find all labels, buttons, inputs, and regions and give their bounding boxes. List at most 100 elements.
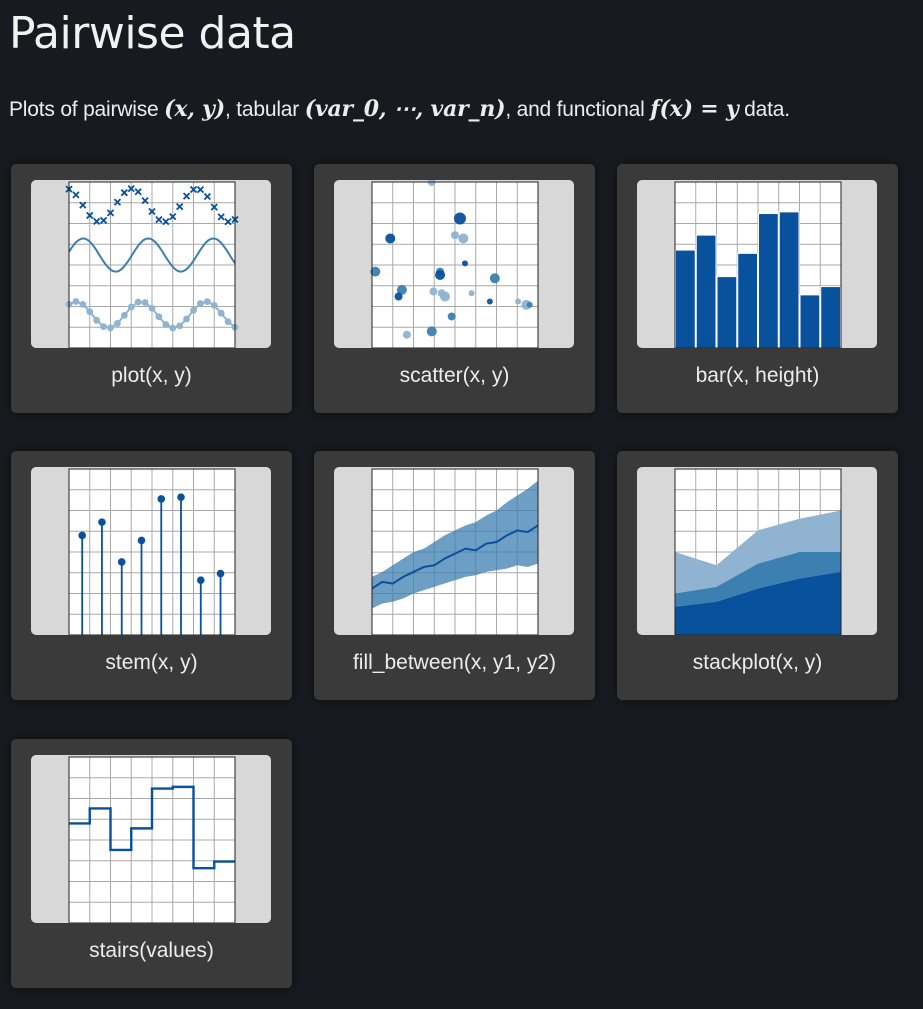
plot-thumbnail <box>31 180 271 348</box>
cross-marker <box>189 185 198 194</box>
bar-mark <box>758 213 779 348</box>
marker-dot <box>169 324 177 332</box>
gallery-card-bar[interactable]: bar(x, height) <box>617 164 898 413</box>
scatter-point <box>435 269 446 280</box>
center-line <box>371 524 539 590</box>
grid-lines <box>69 469 235 635</box>
cross-marker <box>148 207 156 216</box>
axes-frame <box>674 468 842 635</box>
axes-frame <box>371 181 539 348</box>
marker-dot <box>210 301 218 309</box>
scatter-point <box>402 330 411 339</box>
bar-mark <box>737 252 758 348</box>
intro-text-3: , and functional <box>505 98 651 121</box>
cross-marker <box>127 185 135 193</box>
scatter-point <box>458 233 469 244</box>
scatter-point <box>515 298 522 305</box>
gallery-card-scatter[interactable]: scatter(x, y) <box>314 164 595 413</box>
sine-line <box>68 237 236 273</box>
gallery-card-stackplot[interactable]: stackplot(x, y) <box>617 451 898 700</box>
gallery-card-stem[interactable]: stem(x, y) <box>11 451 292 700</box>
marker-dot <box>114 320 121 327</box>
scatter-point <box>427 180 436 186</box>
axes-frame <box>68 181 236 348</box>
marker-dot <box>162 321 170 328</box>
marker-dot <box>176 322 184 330</box>
plot-thumbnail-graphic <box>65 181 239 348</box>
card-caption: fill_between(x, y1, y2) <box>352 651 557 674</box>
stem-thumbnail-graphic <box>68 468 236 635</box>
scatter-point <box>394 292 403 301</box>
marker-dot <box>183 315 190 323</box>
page-title: Pairwise data <box>9 8 296 59</box>
scatter-point <box>440 291 451 302</box>
bar-thumbnail-graphic <box>674 181 842 348</box>
scatter-thumbnail-graphic <box>370 180 539 348</box>
cross-marker <box>141 196 149 205</box>
card-caption: plot(x, y) <box>111 364 192 387</box>
marker-dot <box>141 299 149 306</box>
cross-marker <box>79 201 87 209</box>
cross-marker <box>196 185 205 194</box>
fill-band <box>372 480 538 609</box>
cross-marker <box>113 198 122 206</box>
scatter-point <box>486 298 493 305</box>
cross-marker <box>99 216 108 224</box>
marker-dot <box>120 311 128 319</box>
gallery-card-plot[interactable]: plot(x, y) <box>11 164 292 413</box>
stem-marker <box>216 569 225 578</box>
cross-marker <box>120 189 128 197</box>
card-caption: bar(x, height) <box>695 364 820 387</box>
scatter-point <box>461 260 468 267</box>
marker-dot <box>203 298 211 306</box>
marker-dot <box>148 304 156 312</box>
stem-marker <box>137 536 146 545</box>
marker-dot <box>224 318 232 326</box>
intro-text-1: Plots of pairwise <box>9 98 165 121</box>
scatter-thumbnail <box>334 180 574 348</box>
marker-dot <box>134 298 142 306</box>
cross-marker <box>176 203 184 211</box>
gallery-card-fill-between[interactable]: fill_between(x, y1, y2) <box>314 451 595 700</box>
card-caption: stem(x, y) <box>105 651 198 674</box>
scatter-point <box>426 326 437 337</box>
marker-dot <box>100 323 107 331</box>
gallery-card-stairs[interactable]: stairs(values) <box>11 739 292 988</box>
marker-dot <box>155 313 163 321</box>
stem-marker <box>196 576 205 585</box>
scatter-point <box>396 284 407 295</box>
grid-lines <box>372 182 538 348</box>
stem-marker <box>177 493 185 502</box>
marker-dot <box>86 308 94 316</box>
axes-frame <box>68 468 236 635</box>
scatter-point <box>526 301 533 308</box>
marker-dot <box>127 303 135 311</box>
scatter-point <box>370 266 381 277</box>
bar-thumbnail <box>637 180 877 348</box>
marker-dot <box>190 306 197 314</box>
intro-math-tabular: (var_0, ⋯, var_n) <box>304 96 506 122</box>
bar-mark <box>778 211 800 348</box>
intro-math-pairwise: (x, y) <box>164 96 225 122</box>
axes-frame <box>371 468 539 635</box>
stackplot-thumbnail-graphic <box>674 468 842 635</box>
card-caption: stairs(values) <box>89 939 214 962</box>
stem-marker <box>98 518 106 526</box>
marker-dot <box>93 316 101 324</box>
scatter-point <box>447 312 456 321</box>
fill-between-thumbnail-graphic <box>371 468 539 635</box>
stem-thumbnail <box>31 467 271 635</box>
intro-text-2: , tabular <box>224 98 305 121</box>
marker-dot <box>197 300 204 307</box>
stairs-thumbnail-graphic <box>68 756 236 923</box>
bar-mark <box>695 234 717 348</box>
scatter-point <box>489 273 500 284</box>
bar-mark <box>716 276 738 348</box>
stairs-thumbnail <box>31 755 271 923</box>
cross-marker <box>224 218 232 226</box>
cross-marker <box>169 212 177 221</box>
cross-marker <box>93 217 101 225</box>
scatter-point <box>429 287 438 296</box>
cross-marker <box>210 203 218 211</box>
